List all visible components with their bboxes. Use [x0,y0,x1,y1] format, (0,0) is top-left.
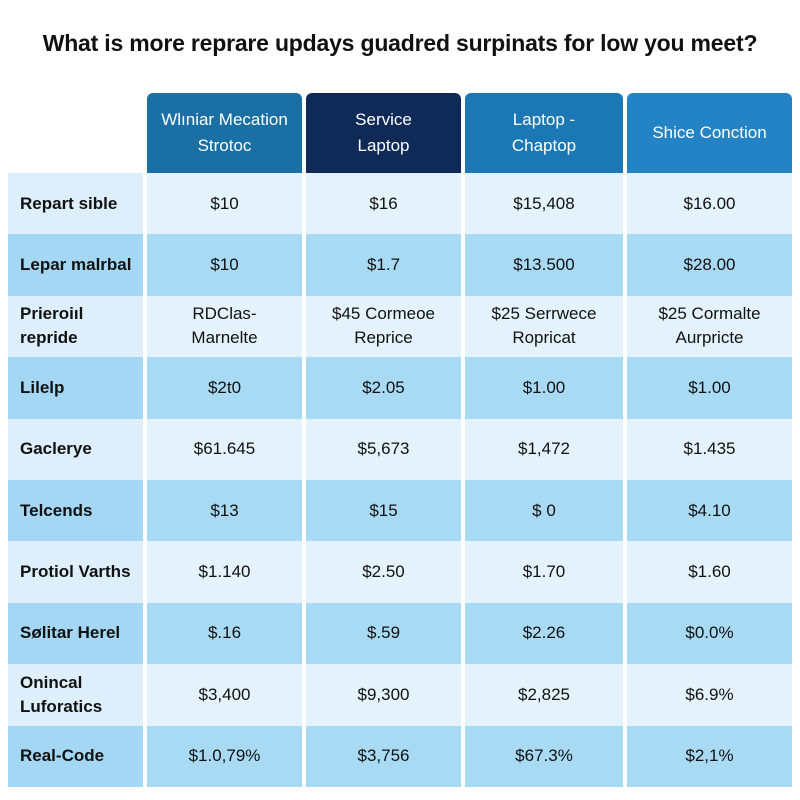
row-label: Lepar malrbal [8,234,143,296]
table-cell: $16.00 [627,173,792,235]
row-label: Repart sible [8,173,143,235]
table-row: Repart sible $10 $16 $15,408 $16.00 [8,173,792,235]
table-row: Lepar malrbal $10 $1.7 $13.500 $28.00 [8,234,792,296]
table-cell: $5,673 [306,418,461,480]
table-cell: $10 [147,234,302,296]
table-cell: $3,400 [147,664,302,726]
table-cell: $.59 [306,602,461,665]
row-label: Onincal Luforatics [8,664,143,726]
comparison-table: Wlıniar Mecation Strotoc Service Laptop … [8,93,792,787]
table-cell: $1.140 [147,541,302,603]
table-cell: $9,300 [306,664,461,726]
table-cell: $2t0 [147,357,302,419]
table-cell: $4.10 [627,479,792,542]
table-cell: $16 [306,173,461,235]
row-label: Protiol Varths [8,541,143,603]
table-cell: $1.00 [627,357,792,419]
table-cell: $3,756 [306,725,461,787]
table-cell: $.16 [147,602,302,665]
table-cell: $6.9% [627,664,792,726]
table-cell: $67.3% [465,725,623,787]
table-cell: $1.7 [306,234,461,296]
table-cell: $1,472 [465,418,623,480]
table-cell: $2.50 [306,541,461,603]
table-cell: $25 Serrwece Ropricat [465,295,623,358]
table-row: Protiol Varths $1.140 $2.50 $1.70 $1.60 [8,541,792,603]
table-cell: $15,408 [465,173,623,235]
row-label: Gaclerye [8,418,143,480]
column-header-1: Wlıniar Mecation Strotoc [147,93,302,173]
row-label: Sølitar Herel [8,602,143,665]
table-row: Telcends $13 $15 $ 0 $4.10 [8,479,792,542]
table-cell: $2.26 [465,602,623,665]
table-row: Sølitar Herel $.16 $.59 $2.26 $0.0% [8,602,792,665]
row-label: Real-Code [8,725,143,787]
table-cell: $61.645 [147,418,302,480]
row-label: Telcends [8,479,143,542]
column-header-4: Shice Conction [627,93,792,173]
table-cell: $1.70 [465,541,623,603]
table-cell: $28.00 [627,234,792,296]
table-row: Onincal Luforatics $3,400 $9,300 $2,825 $6.9… [8,664,792,726]
table-cell: $ 0 [465,479,623,542]
table-cell: $2,1% [627,725,792,787]
table-header-row: Wlıniar Mecation Strotoc Service Laptop … [8,93,792,173]
table-row: Prieroiıl repride RDClas- Marnelte $45 Cor… [8,295,792,358]
table-cell: $25 Cormalte Aurpricte [627,295,792,358]
table-cell: $1.435 [627,418,792,480]
table-row: Lilelp $2t0 $2.05 $1.00 $1.00 [8,357,792,419]
table-cell: $13.500 [465,234,623,296]
table-cell: $1.00 [465,357,623,419]
table-body: Repart sible $10 $16 $15,408 $16.00 Lepar mal… [8,173,792,787]
table-cell: $2.05 [306,357,461,419]
chart-title: What is more reprare updays guadred surp… [42,30,758,56]
table-cell: RDClas- Marnelte [147,295,302,358]
table-cell: $2,825 [465,664,623,726]
table-cell: $0.0% [627,602,792,665]
table-cell: $10 [147,173,302,235]
table-row: Gaclerye $61.645 $5,673 $1,472 $1.435 [8,418,792,480]
row-label: Lilelp [8,357,143,419]
table-cell: $1.60 [627,541,792,603]
column-header-3: Laptop - Chaptop [465,93,623,173]
table-cell: $15 [306,479,461,542]
table-cell: $1.0,79% [147,725,302,787]
row-label: Prieroiıl repride [8,295,143,358]
table-cell: $45 Cormeoe Reprice [306,295,461,358]
column-header-2: Service Laptop [306,93,461,173]
table-row: Real-Code $1.0,79% $3,756 $67.3% $2,1% [8,725,792,787]
table-cell: $13 [147,479,302,542]
